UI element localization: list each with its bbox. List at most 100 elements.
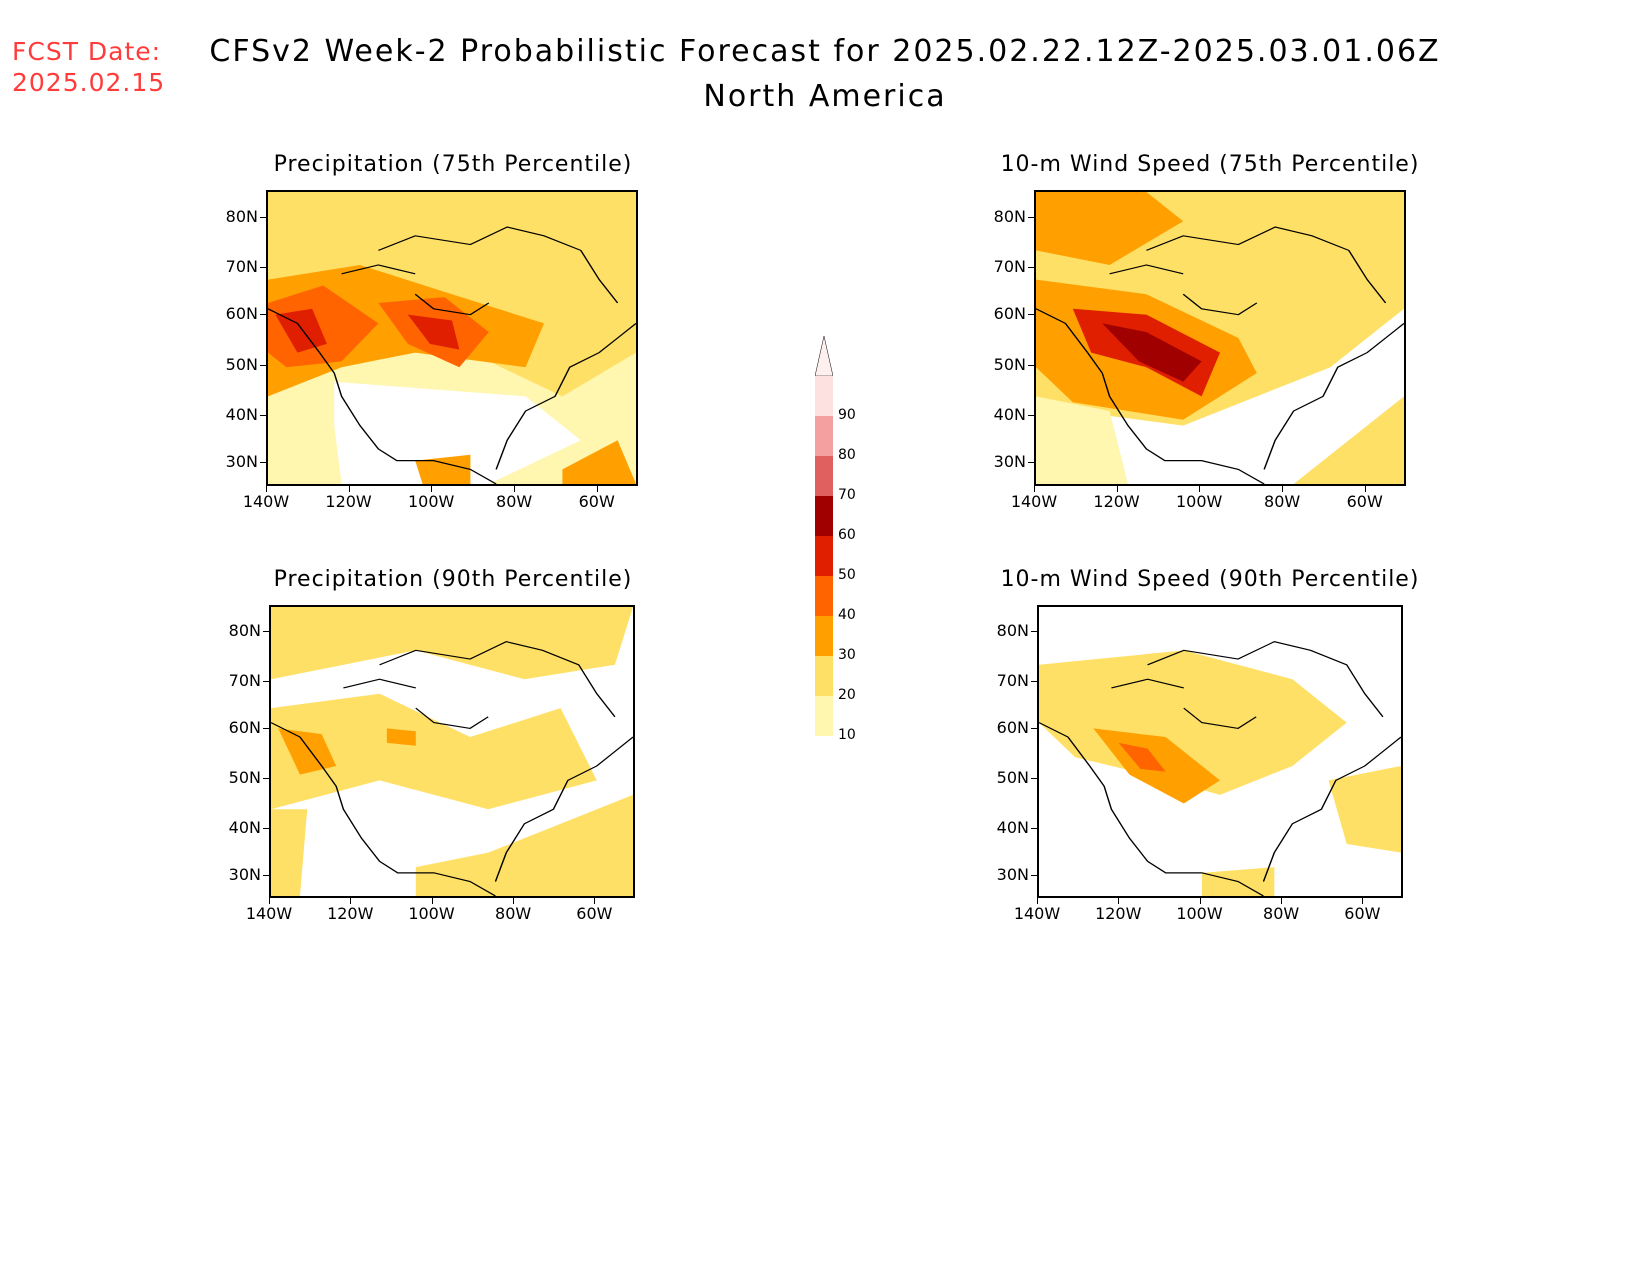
colorbar-segment [815,456,833,496]
lat-tick-mark [263,874,271,876]
page-subtitle: North America [703,79,947,114]
probability-region [1036,192,1184,265]
map-precip-90 [269,605,635,898]
lon-tick-label: 60W [576,904,613,923]
lon-tick-label: 120W [1093,492,1140,511]
lat-tick-label: 70N [993,256,1026,276]
probability-region [562,440,636,484]
lon-tick-mark [1199,484,1201,492]
lon-tick-label: 80W [495,904,532,923]
probability-region [1328,765,1401,853]
lon-tick-mark [1118,896,1120,904]
lat-tick-mark [1031,631,1039,633]
lon-tick-label: 100W [1176,904,1223,923]
lat-tick-label: 50N [225,354,258,374]
lat-tick-label: 80N [228,621,261,641]
colorbar-segment [815,696,833,736]
map-field [1036,192,1404,484]
lat-tick-label: 40N [996,817,1029,837]
coastline [268,226,636,484]
lon-tick-mark [1199,896,1201,904]
colorbar-label: 60 [838,527,856,543]
lat-tick-label: 40N [993,404,1026,424]
lon-tick-label: 140W [1013,904,1061,923]
colorbar-segment [815,496,833,536]
lon-tick-label: 100W [408,904,455,923]
probability-region [415,454,471,484]
probability-region [407,314,460,350]
lat-tick-label: 60N [225,304,258,324]
lat-tick-mark [1028,266,1036,268]
lon-tick-label: 100W [407,492,455,511]
colorbar-segment [815,656,833,696]
lat-tick-label: 30N [993,452,1026,472]
lon-tick-label: 140W [242,492,290,511]
probability-region [275,308,327,353]
lon-tick-label: 120W [1095,904,1142,923]
lon-tick-mark [266,484,267,492]
lat-tick-mark [260,414,268,416]
lon-tick-label: 80W [1264,492,1301,511]
lat-tick-mark [1028,314,1036,316]
lat-tick-mark [263,827,271,829]
lat-tick-label: 60N [996,718,1029,738]
colorbar-label: 10 [838,727,856,743]
lat-tick-mark [263,728,271,730]
lon-tick-label: 80W [1263,904,1300,923]
lat-tick-label: 50N [996,767,1029,787]
lon-tick-label: 140W [1010,492,1058,511]
lon-tick-label: 60W [1346,492,1383,511]
colorbar [815,336,833,738]
lon-tick-mark [513,896,515,904]
colorbar-segment [815,576,833,616]
lon-tick-mark [269,896,270,904]
lon-tick-label: 120W [327,904,374,923]
lat-tick-mark [260,266,268,268]
lat-tick-label: 50N [228,767,261,787]
probability-region [1118,742,1166,772]
map-field [271,607,633,896]
lat-tick-label: 80N [225,206,258,226]
lat-tick-mark [1028,462,1036,464]
lat-tick-mark [263,631,271,633]
probability-region [278,728,337,775]
coastline [271,641,633,896]
lon-tick-mark [431,896,433,904]
panel-title-wind-75: 10-m Wind Speed (75th Percentile) [1000,152,1420,177]
forecast-date: FCST Date: 2025.02.15 [12,36,165,98]
lon-tick-mark [1282,484,1284,492]
probability-region [271,809,308,896]
panel-title-wind-90: 10-m Wind Speed (90th Percentile) [1000,567,1420,592]
colorbar-bottom-tip [815,736,833,738]
lon-tick-mark [596,484,598,492]
colorbar-top-tip [815,336,833,377]
page-title: CFSv2 Week-2 Probabilistic Forecast for … [209,34,1441,69]
coastline [1036,226,1404,484]
lon-tick-label: 140W [245,904,293,923]
map-field [268,192,636,484]
lat-tick-mark [263,681,271,683]
map-wind-75 [1034,190,1406,486]
lon-tick-label: 60W [578,492,615,511]
colorbar-label: 80 [838,447,856,463]
lon-tick-label: 100W [1175,492,1223,511]
lat-tick-mark [1028,216,1036,218]
lat-tick-label: 30N [225,452,258,472]
lat-tick-label: 30N [228,864,261,884]
lat-tick-mark [1031,681,1039,683]
lat-tick-label: 70N [225,256,258,276]
colorbar-label: 50 [838,567,856,583]
panel-title-precip-90: Precipitation (90th Percentile) [273,567,633,592]
probability-region [1036,396,1128,484]
colorbar-label: 20 [838,687,856,703]
lat-tick-label: 40N [225,404,258,424]
lat-tick-label: 80N [993,206,1026,226]
lat-tick-label: 70N [228,671,261,691]
probability-region [415,794,633,896]
lon-tick-mark [1037,896,1038,904]
lat-tick-label: 60N [993,304,1026,324]
map-precip-75 [266,190,638,486]
lat-tick-mark [260,364,268,366]
lat-tick-mark [260,314,268,316]
colorbar-segment [815,376,833,416]
